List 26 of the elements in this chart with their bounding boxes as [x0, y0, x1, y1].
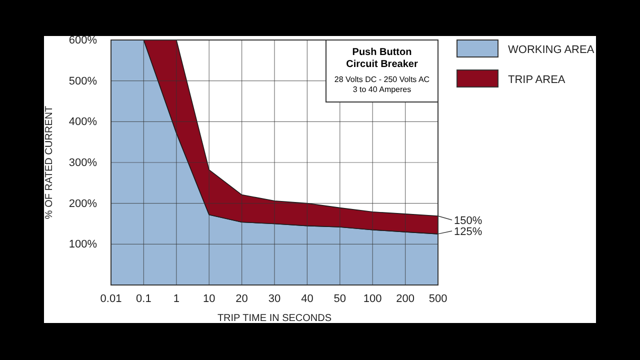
x-tick-label: 500 — [428, 292, 448, 305]
x-tick-label: 50 — [334, 292, 346, 305]
y-tick-label: 100% — [68, 238, 98, 251]
x-tick-label: 0.01 — [100, 292, 122, 305]
y-axis-title: % OF RATED CURRENT — [44, 106, 55, 220]
annotation: 125% — [454, 226, 482, 238]
x-tick-label: 100 — [363, 292, 382, 305]
x-tick-label: 200 — [396, 292, 414, 305]
text: Push Button Circuit Breaker — [346, 47, 418, 70]
x-tick-label: 0.1 — [136, 292, 152, 305]
x-tick-label: 10 — [202, 292, 216, 305]
x-tick-label: 30 — [268, 292, 281, 305]
y-tick-label: 200% — [68, 198, 98, 210]
annotation: 3 to 40 Amperes — [352, 85, 412, 94]
x-axis-title: TRIP TIME IN SECONDS — [217, 313, 332, 324]
legend-label: WORKING AREA — [508, 44, 595, 56]
y-tick-label: 600% — [68, 34, 98, 47]
legend-label: TRIP AREA — [508, 74, 566, 86]
y-tick-label: 500% — [68, 75, 98, 88]
y-tick-label: 300% — [68, 157, 98, 170]
x-tick-label: 20 — [236, 292, 248, 305]
annotation: 150% — [454, 215, 482, 227]
y-tick-label: 400% — [68, 116, 98, 128]
x-tick-label: 1 — [173, 292, 180, 305]
text: 28 Volts DC - 250 Volts AC — [334, 75, 430, 84]
x-tick-label: 40 — [301, 292, 314, 305]
